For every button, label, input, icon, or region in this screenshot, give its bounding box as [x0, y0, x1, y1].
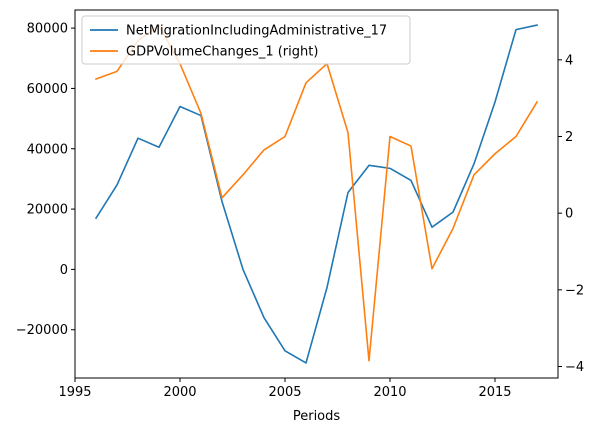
y-right-tick-label: −4: [565, 360, 584, 375]
y-left-tick-label: 60000: [27, 82, 68, 97]
legend-label-0: NetMigrationIncludingAdministrative_17: [126, 24, 387, 39]
y-left-tick-label: 0: [60, 263, 68, 278]
x-tick-label: 2000: [163, 385, 196, 400]
y-right-tick-label: 0: [565, 207, 573, 222]
x-axis: 1995 2000 2005 2010 2015: [58, 378, 512, 400]
series-line-0: [94, 24, 538, 364]
x-tick-label: 2015: [478, 385, 511, 400]
y-right-tick-label: 2: [565, 130, 573, 145]
x-tick-label: 2010: [373, 385, 406, 400]
y-axis-left: −20000 0 20000 40000 60000 80000: [16, 22, 75, 338]
y-right-tick-label: −2: [565, 283, 584, 298]
legend-label-1: GDPVolumeChanges_1 (right): [126, 45, 318, 60]
y-left-tick-label: 40000: [27, 142, 68, 157]
x-axis-title: Periods: [293, 409, 341, 424]
plot-area-frame: [74, 9, 559, 379]
legend: NetMigrationIncludingAdministrative_17 GD…: [81, 15, 411, 65]
x-tick-label: 1995: [58, 385, 91, 400]
x-tick-label: 2005: [268, 385, 301, 400]
y-right-tick-label: 4: [565, 53, 573, 68]
legend-box: [81, 15, 411, 65]
y-axis-right: −4 −2 0 2 4: [558, 53, 584, 375]
y-left-tick-label: 80000: [27, 22, 68, 37]
y-left-tick-label: −20000: [16, 323, 68, 338]
y-left-tick-label: 20000: [27, 203, 68, 218]
